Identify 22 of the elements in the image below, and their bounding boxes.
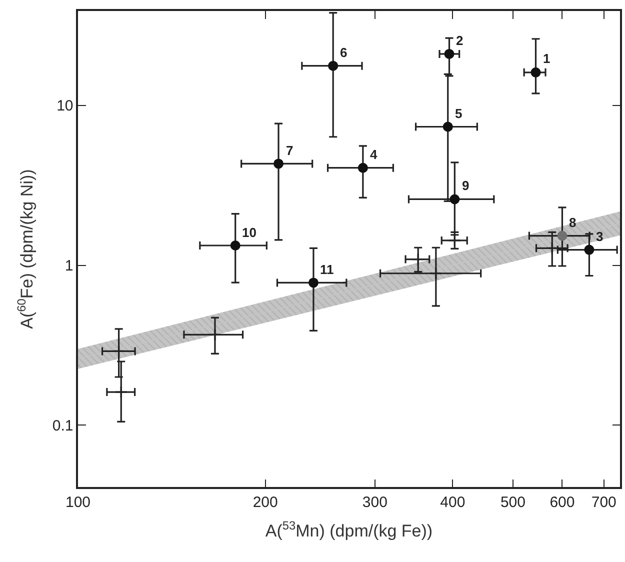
annotation: 6 bbox=[340, 45, 348, 60]
x-tick-label: 700 bbox=[591, 494, 616, 511]
annotation: 2 bbox=[456, 33, 464, 48]
y-tick-label: 0.1 bbox=[52, 417, 74, 434]
y-tick-label: 10 bbox=[56, 98, 74, 115]
annotation: 7 bbox=[286, 143, 294, 158]
x-tick-label: 600 bbox=[550, 494, 575, 511]
annotation: 10 bbox=[242, 225, 256, 240]
x-tick-label: 400 bbox=[440, 494, 466, 511]
annotation: 3 bbox=[596, 229, 604, 244]
annotation: 5 bbox=[455, 106, 462, 121]
annotation: 1 bbox=[543, 51, 550, 66]
x-tick-label: 500 bbox=[500, 494, 526, 511]
x-tick-label: 300 bbox=[362, 494, 388, 511]
y-tick-label: 1 bbox=[64, 258, 74, 275]
x-tick-label: 200 bbox=[252, 494, 278, 511]
annotation: 8 bbox=[569, 215, 576, 230]
annotation: 11 bbox=[320, 262, 334, 277]
annotation: 9 bbox=[462, 178, 470, 193]
annotation: 4 bbox=[370, 147, 378, 162]
x-tick-label: 100 bbox=[65, 494, 91, 511]
x-axis-title: A($^{53}$Mn) (dpm/(kg Fe)) bbox=[265, 518, 433, 541]
